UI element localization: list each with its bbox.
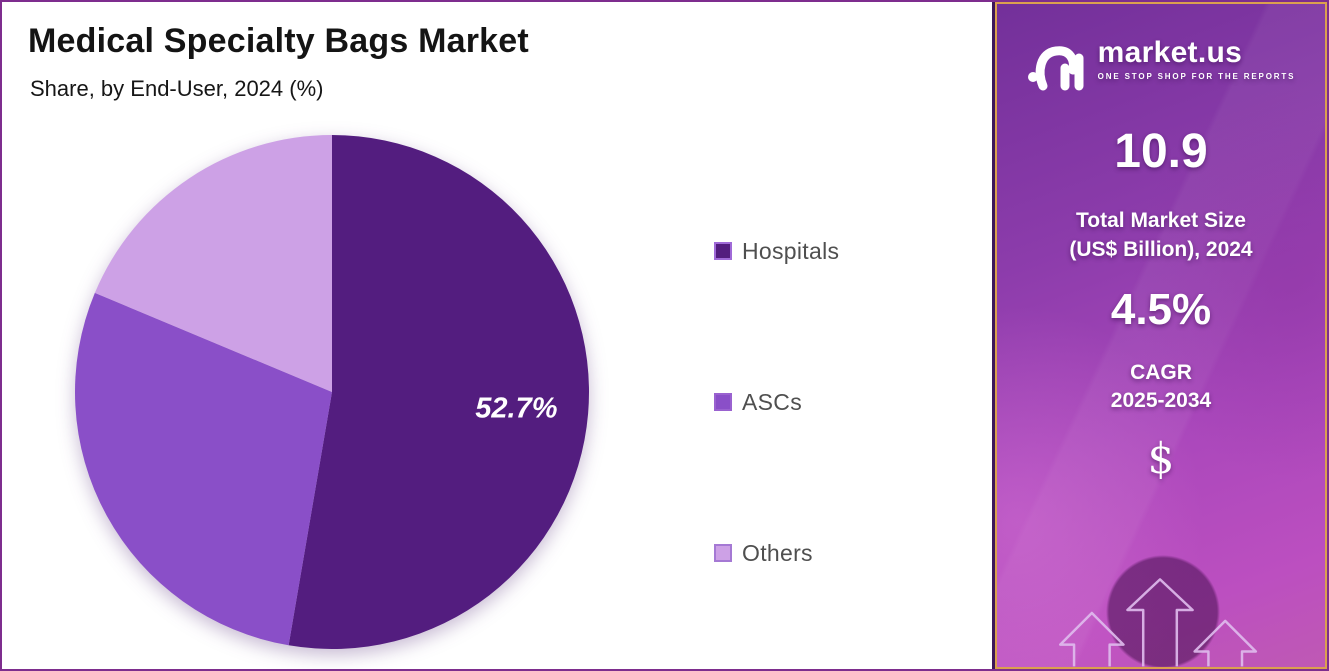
legend-label: Hospitals xyxy=(742,237,840,264)
legend-item-ascs: ASCs xyxy=(714,388,802,416)
market-size-label-line2: (US$ Billion), 2024 xyxy=(1069,237,1253,261)
brand-logo: market.us ONE STOP SHOP FOR THE REPORTS xyxy=(1027,38,1296,92)
pie-chart: 52.7% xyxy=(74,134,590,649)
hospitals-color-swatch xyxy=(714,242,732,260)
pie-slice-others xyxy=(94,134,333,392)
pie-slice-hospitals xyxy=(288,135,590,649)
pie-value-label: 52.7% xyxy=(475,393,557,425)
legend-item-others: Others xyxy=(714,539,813,567)
cagr-label: CAGR 2025-2034 xyxy=(1111,359,1211,414)
pie-slice-ascs xyxy=(74,292,332,646)
sidebar: market.us ONE STOP SHOP FOR THE REPORTS … xyxy=(995,2,1327,669)
chart-title: Medical Specialty Bags Market xyxy=(28,22,529,60)
growth-arrows-icon xyxy=(1058,578,1258,667)
legend-item-hospitals: Hospitals xyxy=(714,237,839,265)
cagr-label-line2: 2025-2034 xyxy=(1110,388,1212,412)
market-size-label: Total Market Size (US$ Billion), 2024 xyxy=(1069,207,1252,265)
chart-subtitle: Share, by End-User, 2024 (%) xyxy=(30,76,324,101)
legend-label: ASCs xyxy=(742,388,802,415)
market-size-value: 10.9 xyxy=(1114,125,1208,178)
others-color-swatch xyxy=(714,544,732,562)
marketus-logo-icon xyxy=(1027,46,1084,91)
brand-name: market.us xyxy=(1097,36,1243,69)
legend: Hospitals ASCs Others xyxy=(714,2,974,669)
brand-tagline: ONE STOP SHOP FOR THE REPORTS xyxy=(1097,72,1296,81)
cagr-value: 4.5% xyxy=(1110,284,1212,334)
market-size-label-line1: Total Market Size xyxy=(1076,209,1246,232)
chart-panel: Medical Specialty Bags Market Share, by … xyxy=(2,2,995,669)
legend-label: Others xyxy=(742,539,813,566)
ascs-color-swatch xyxy=(714,393,732,411)
dollar-icon: $ xyxy=(1147,434,1175,484)
cagr-label-line1: CAGR xyxy=(1130,360,1192,384)
